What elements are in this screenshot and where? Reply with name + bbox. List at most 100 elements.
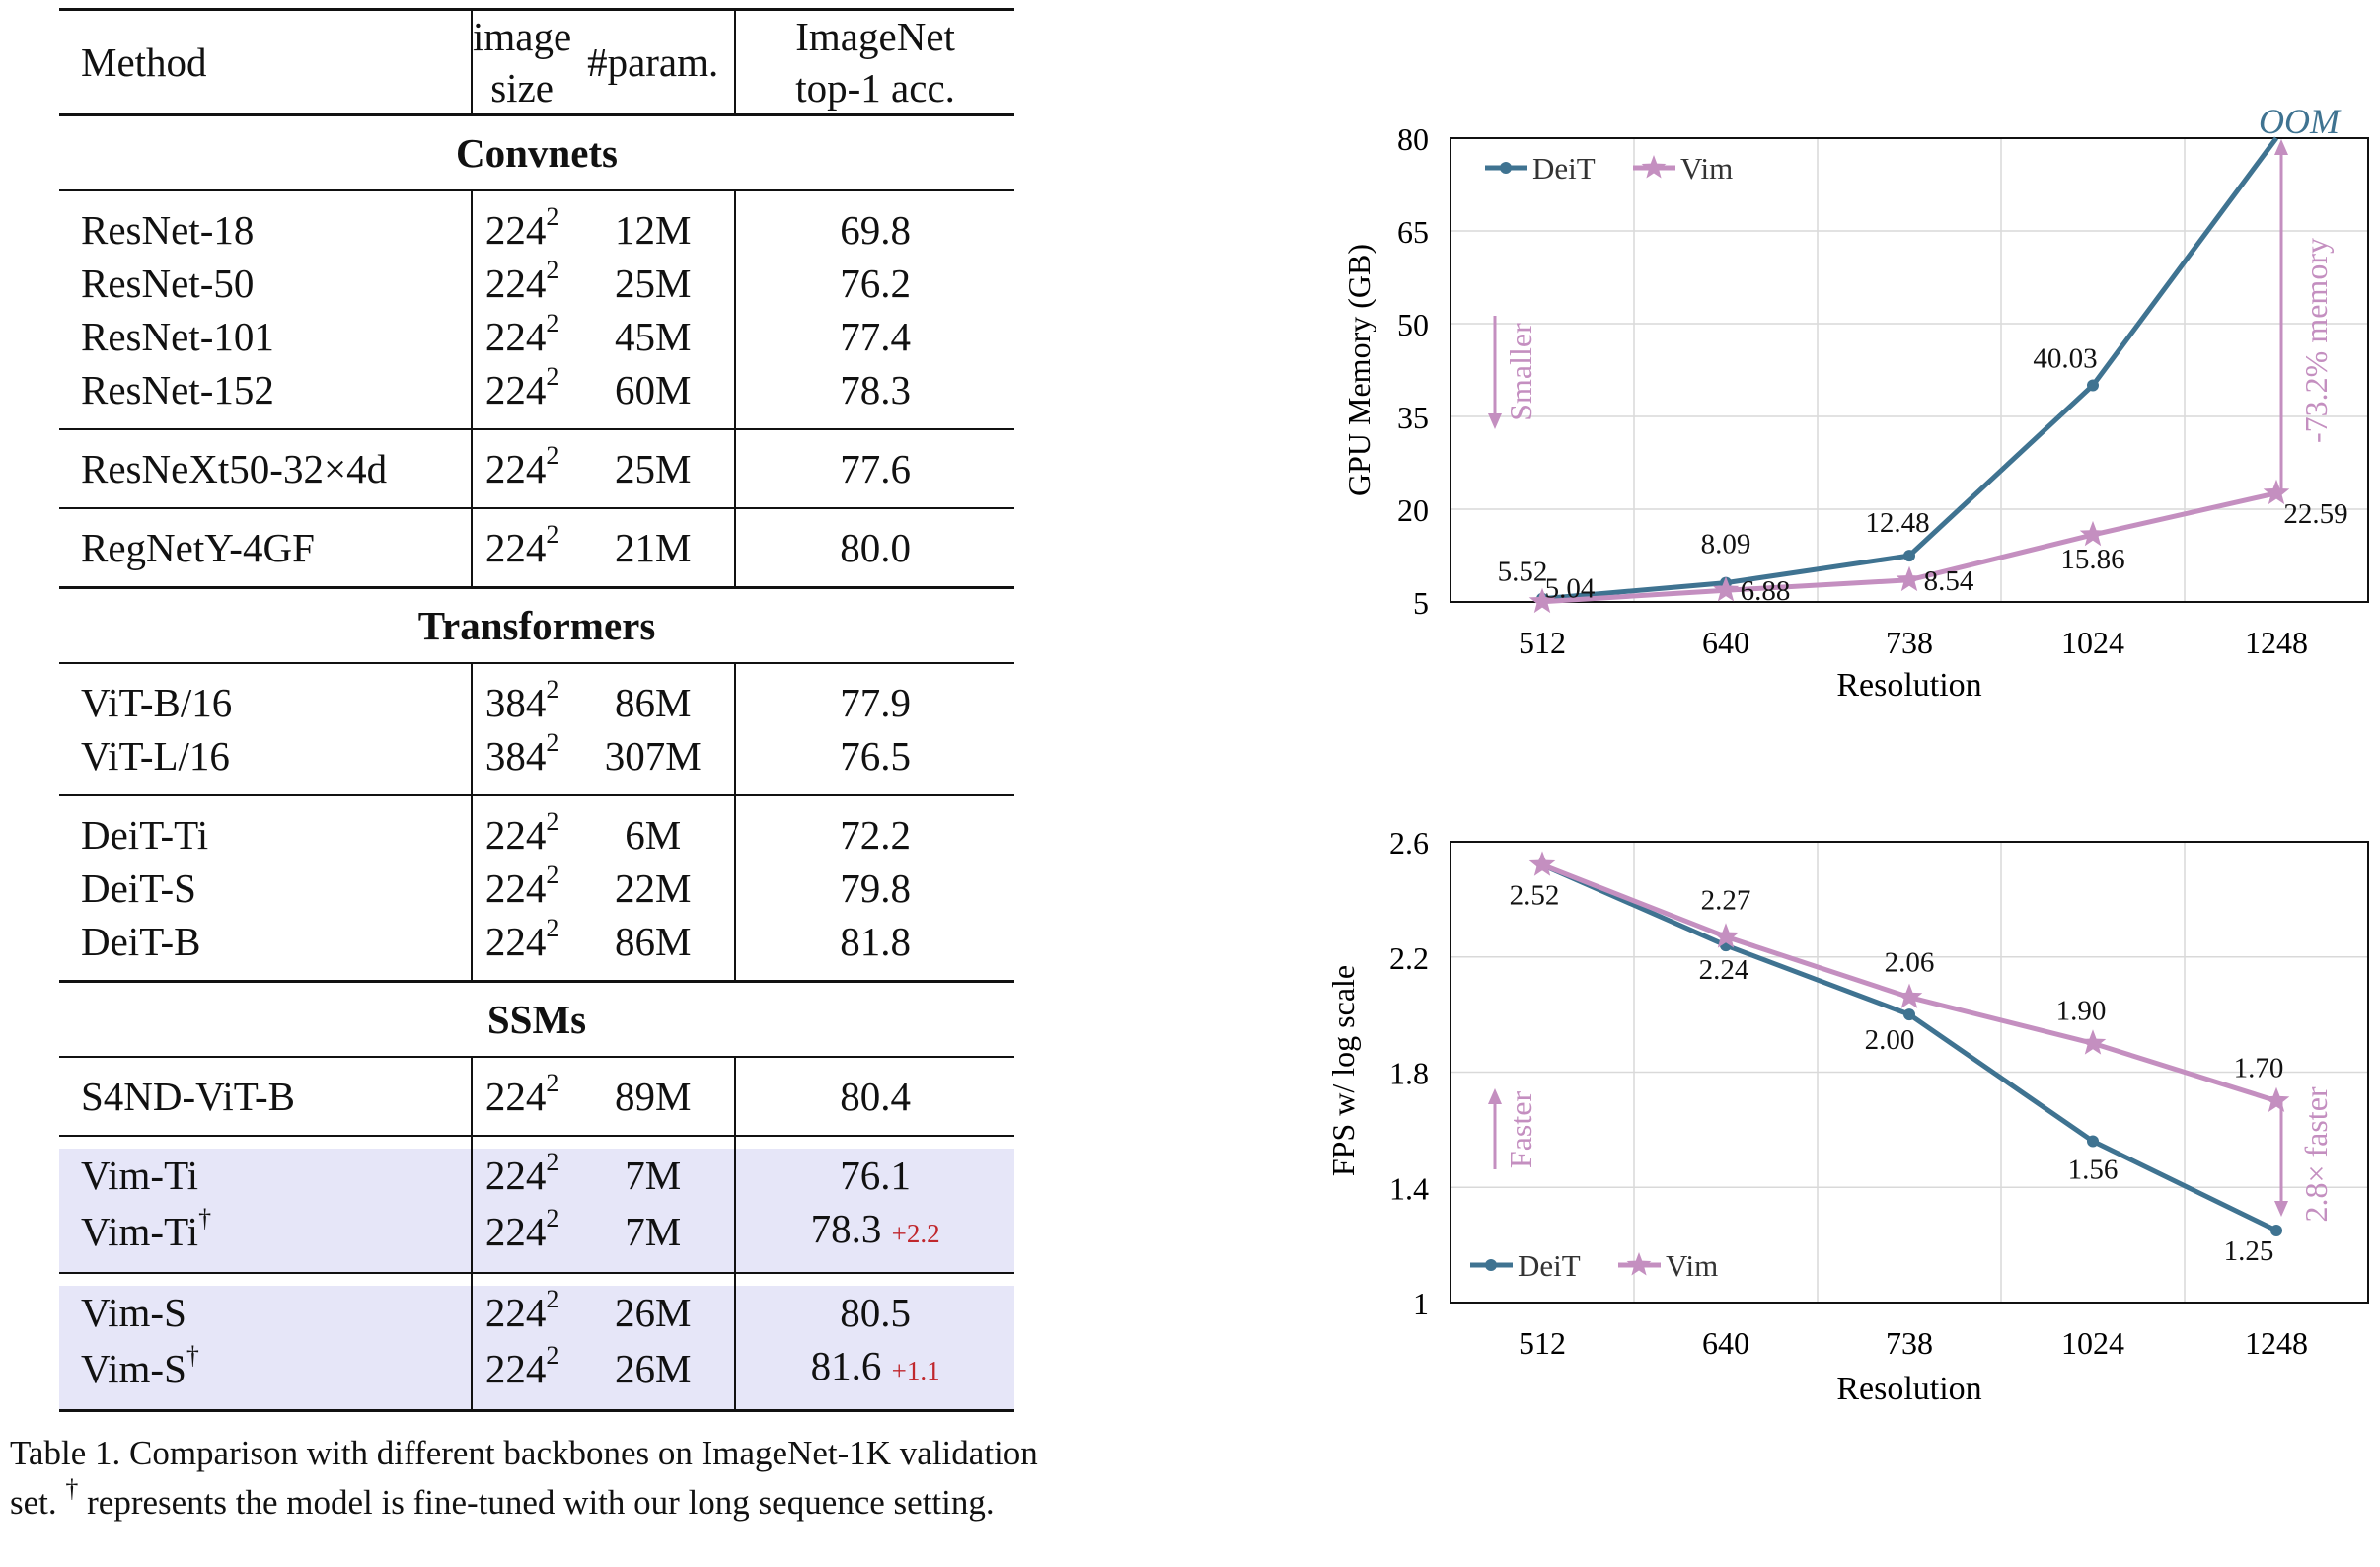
data-point-vim bbox=[2079, 520, 2107, 547]
data-point-deit bbox=[2087, 1135, 2099, 1148]
table-row-highlight: Vim-Ti 2242 7M 76.1 bbox=[59, 1149, 1014, 1202]
smaller-annotation: Smaller bbox=[1503, 323, 1538, 421]
data-point-deit bbox=[1903, 550, 1915, 562]
plot-frame bbox=[1450, 841, 2369, 1304]
data-label: 2.52 bbox=[1510, 879, 1560, 911]
gpu-memory-chart: 5.52 8.09 12.48 40.03 5.04 6.88 8.54 15.86 22.59… bbox=[1341, 104, 2369, 704]
data-label: 2.06 bbox=[1885, 947, 1935, 979]
legend-star-icon bbox=[1626, 1252, 1652, 1276]
comparison-table: Method image size #param. ImageNet top-1 a… bbox=[59, 8, 1014, 1412]
data-label: 6.88 bbox=[1741, 575, 1791, 607]
data-label: 2.27 bbox=[1701, 884, 1751, 916]
table-row: ResNet-101 2242 45M 77.4 bbox=[59, 310, 1014, 363]
faster-arrow-icon bbox=[1488, 1088, 1502, 1169]
x-tick-label: 1248 bbox=[2245, 1325, 2308, 1361]
data-point-deit bbox=[2270, 1225, 2282, 1237]
data-label: 2.00 bbox=[1865, 1024, 1915, 1056]
data-point-vim bbox=[1712, 923, 1740, 948]
y-tick-label: 2.2 bbox=[1389, 940, 1429, 976]
y-axis-label: GPU Memory (GB) bbox=[1341, 244, 1376, 496]
data-label: 2.24 bbox=[1699, 954, 1749, 986]
reduction-annotation: -73.2% memory bbox=[2298, 238, 2334, 443]
smaller-arrow-icon bbox=[1488, 316, 1502, 429]
table-row: ResNet-50 2242 25M 76.2 bbox=[59, 257, 1014, 310]
data-point-deit bbox=[2087, 379, 2099, 392]
table-row: ResNet-152 2242 60M 78.3 bbox=[59, 363, 1014, 416]
faster-annotation: Faster bbox=[1503, 1091, 1538, 1169]
table-row: ResNeXt50-32×4d 2242 25M 77.6 bbox=[59, 442, 1014, 495]
data-label: 8.09 bbox=[1701, 529, 1751, 560]
table-row-highlight: Vim-S 2242 26M 80.5 bbox=[59, 1286, 1014, 1339]
section-title-convnets: Convnets bbox=[59, 114, 1014, 191]
table-row: S4ND-ViT-B 2242 89M 80.4 bbox=[59, 1070, 1014, 1123]
comparison-table-container: Method image size #param. ImageNet top-1 a… bbox=[59, 8, 1014, 1412]
data-point-vim bbox=[2263, 479, 2290, 505]
y-tick-label: 1.8 bbox=[1389, 1056, 1429, 1091]
x-tick-label: 1248 bbox=[2245, 625, 2308, 660]
data-point-vim bbox=[1896, 565, 1923, 592]
y-tick-label: 65 bbox=[1397, 214, 1429, 250]
series-line-vim bbox=[1541, 862, 2277, 1104]
legend-deit: DeiT bbox=[1532, 151, 1596, 186]
section-title-transformers: Transformers bbox=[59, 587, 1014, 664]
oom-annotation: OOM bbox=[2259, 104, 2342, 141]
y-tick-label: 35 bbox=[1397, 400, 1429, 435]
data-point-vim bbox=[2263, 1086, 2290, 1112]
legend-deit: DeiT bbox=[1518, 1248, 1581, 1283]
data-label: 1.90 bbox=[2056, 995, 2107, 1026]
data-label: 5.04 bbox=[1545, 573, 1596, 605]
data-point-vim bbox=[1528, 851, 1556, 876]
data-label: 40.03 bbox=[2033, 342, 2097, 374]
data-label: 12.48 bbox=[1865, 507, 1929, 539]
data-label: 5.52 bbox=[1498, 557, 1548, 588]
legend-vim: Vim bbox=[1680, 151, 1733, 186]
y-tick-label: 1 bbox=[1413, 1286, 1429, 1321]
legend: DeiT Vim bbox=[1485, 151, 1733, 186]
dagger-mark: † bbox=[186, 1340, 199, 1370]
dagger-mark: † bbox=[198, 1203, 212, 1232]
header-image-size: image size bbox=[470, 8, 572, 116]
header-method: Method bbox=[59, 8, 472, 116]
y-tick-label: 5 bbox=[1413, 585, 1429, 621]
data-label: 1.25 bbox=[2224, 1235, 2274, 1267]
table-row: DeiT-B 2242 86M 81.8 bbox=[59, 915, 1014, 968]
data-point-vim bbox=[2079, 1029, 2107, 1055]
table-row: ViT-L/16 3842 307M 76.5 bbox=[59, 729, 1014, 783]
data-label: 1.56 bbox=[2068, 1155, 2119, 1186]
data-label: 8.54 bbox=[1924, 565, 1974, 597]
x-tick-label: 1024 bbox=[2061, 1325, 2124, 1361]
y-tick-label: 50 bbox=[1397, 307, 1429, 342]
y-tick-label: 20 bbox=[1397, 492, 1429, 528]
legend-vim: Vim bbox=[1666, 1248, 1718, 1283]
x-axis-label: Resolution bbox=[1836, 667, 1981, 704]
header-param: #param. bbox=[571, 8, 736, 116]
legend-star-icon bbox=[1641, 155, 1667, 179]
y-axis-label: FPS w/ log scale bbox=[1325, 965, 1361, 1176]
x-tick-label: 640 bbox=[1702, 625, 1749, 660]
y-tick-label: 2.6 bbox=[1389, 825, 1429, 860]
table-row-highlight: Vim-Ti† 2242 7M 78.3 +2.2 bbox=[59, 1202, 1014, 1260]
data-point-deit bbox=[1903, 1008, 1915, 1021]
data-label: 22.59 bbox=[2283, 498, 2347, 530]
reduction-arrow-icon bbox=[2274, 139, 2288, 491]
x-axis-label: Resolution bbox=[1836, 1371, 1981, 1407]
accuracy-gain: +2.2 bbox=[891, 1219, 940, 1248]
x-tick-label: 512 bbox=[1519, 625, 1566, 660]
header-accuracy: ImageNet top-1 acc. bbox=[734, 8, 1014, 116]
accuracy-gain: +1.1 bbox=[891, 1356, 940, 1385]
y-tick-label: 80 bbox=[1397, 121, 1429, 157]
x-tick-label: 1024 bbox=[2061, 625, 2124, 660]
table-row: DeiT-S 2242 22M 79.8 bbox=[59, 861, 1014, 915]
x-tick-label: 738 bbox=[1886, 1325, 1933, 1361]
table-header-row: Method image size #param. ImageNet top-1 a… bbox=[59, 8, 1014, 116]
section-title-ssms: SSMs bbox=[59, 981, 1014, 1058]
speedup-arrow-icon bbox=[2274, 1100, 2288, 1217]
fps-chart: 2.52 2.24 2.00 1.56 1.25 2.27 2.06 1.90 1.70 1 1.… bbox=[1325, 825, 2369, 1407]
data-label: 15.86 bbox=[2060, 544, 2124, 575]
x-tick-label: 738 bbox=[1886, 625, 1933, 660]
data-point-vim bbox=[1528, 587, 1556, 614]
data-label: 1.70 bbox=[2234, 1053, 2284, 1084]
legend: DeiT Vim bbox=[1470, 1248, 1718, 1283]
table-row: RegNetY-4GF 2242 21M 80.0 bbox=[59, 521, 1014, 574]
table-row: ResNet-18 2242 12M 69.8 bbox=[59, 203, 1014, 257]
